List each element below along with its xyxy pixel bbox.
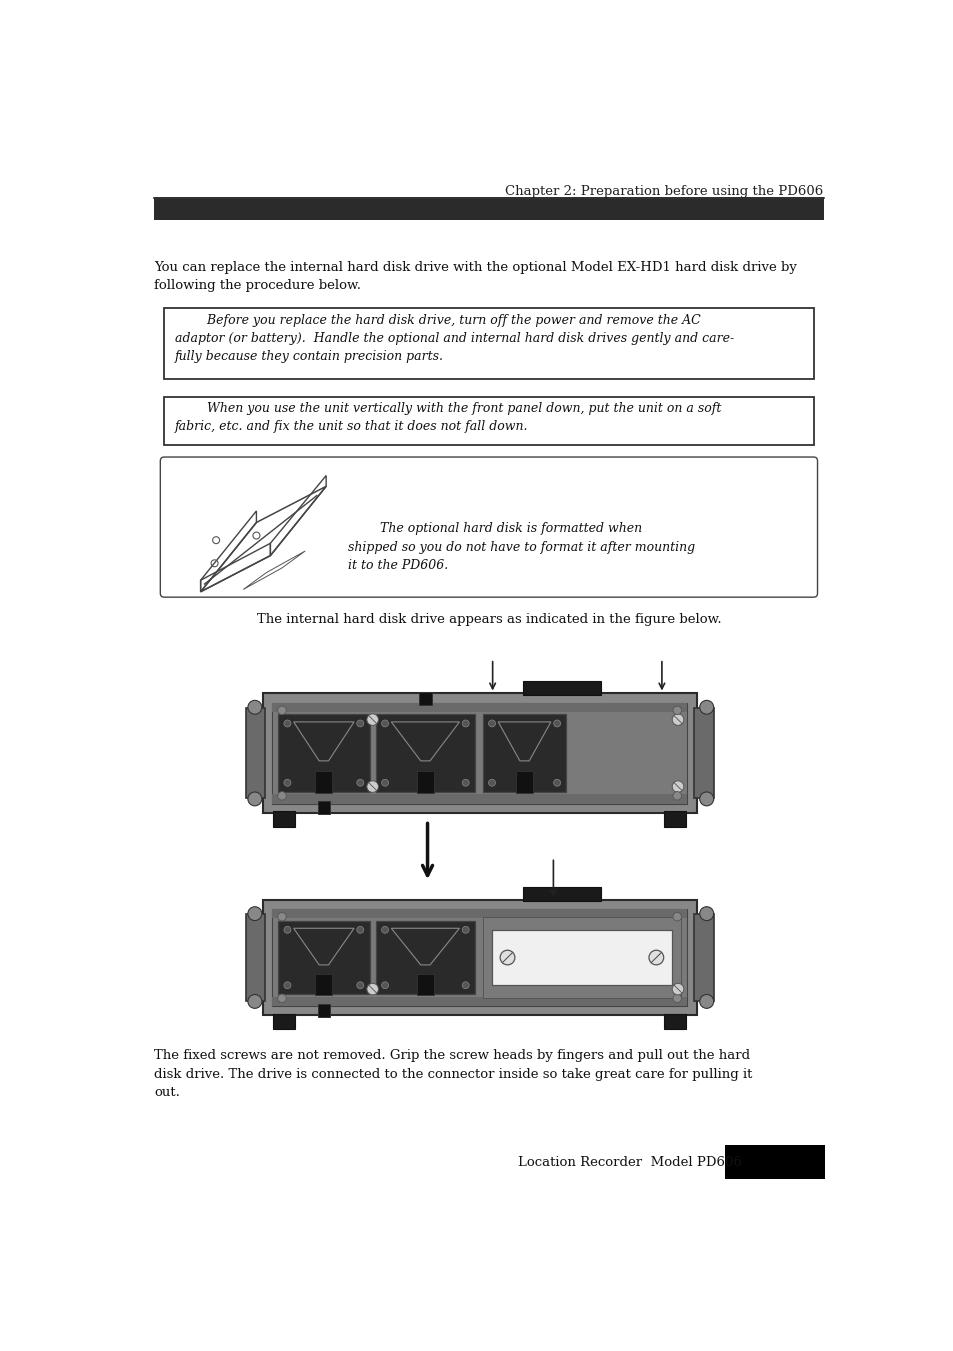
Bar (482, 715, 566, 792)
Bar (272, 997, 686, 1006)
Circle shape (699, 700, 713, 715)
Bar (522, 681, 600, 694)
Circle shape (277, 994, 286, 1002)
Bar (278, 920, 369, 994)
Text: Before you replace the hard disk drive, turn off the power and remove the AC
ada: Before you replace the hard disk drive, … (174, 313, 734, 363)
Bar (724, 1146, 823, 1179)
Bar (317, 801, 330, 815)
Bar (375, 920, 475, 994)
Circle shape (277, 912, 286, 921)
Circle shape (277, 792, 286, 800)
Circle shape (553, 720, 560, 727)
Bar (416, 771, 434, 793)
Circle shape (461, 927, 469, 934)
Circle shape (699, 907, 713, 920)
Bar (154, 197, 822, 220)
Text: The fixed screws are not removed. Grip the screw heads by fingers and pull out t: The fixed screws are not removed. Grip t… (154, 1050, 752, 1100)
Bar (317, 1004, 330, 1017)
Text: Location Recorder  Model PD606: Location Recorder Model PD606 (517, 1156, 741, 1169)
Circle shape (367, 713, 378, 725)
Bar (245, 913, 265, 1001)
Circle shape (488, 780, 495, 786)
Bar (272, 703, 686, 804)
Circle shape (248, 994, 261, 1008)
Circle shape (553, 780, 560, 786)
Circle shape (381, 982, 388, 989)
Bar (272, 909, 686, 919)
Bar (272, 703, 686, 712)
Circle shape (461, 720, 469, 727)
Bar (315, 974, 332, 996)
Circle shape (699, 994, 713, 1008)
Bar (272, 794, 686, 804)
Text: When you use the unit vertically with the front panel down, put the unit on a so: When you use the unit vertically with th… (174, 403, 720, 434)
Bar (694, 708, 713, 798)
Circle shape (699, 792, 713, 805)
Circle shape (672, 994, 680, 1002)
Circle shape (672, 781, 683, 793)
Bar (416, 974, 434, 996)
Bar (278, 715, 369, 792)
Circle shape (672, 912, 680, 921)
Bar (663, 1013, 685, 1029)
Circle shape (648, 950, 663, 965)
Circle shape (672, 984, 683, 994)
Bar (418, 692, 431, 705)
Circle shape (356, 720, 363, 727)
Bar (694, 913, 713, 1001)
Text: Chapter 2: Preparation before using the PD606: Chapter 2: Preparation before using the … (505, 185, 822, 199)
Bar (375, 715, 475, 792)
Circle shape (248, 907, 261, 920)
Circle shape (381, 720, 388, 727)
Circle shape (461, 982, 469, 989)
Circle shape (284, 780, 291, 786)
Circle shape (284, 720, 291, 727)
Bar (516, 771, 533, 793)
Text: The internal hard disk drive appears as indicated in the figure below.: The internal hard disk drive appears as … (256, 612, 720, 626)
FancyBboxPatch shape (160, 457, 817, 597)
Circle shape (461, 780, 469, 786)
Bar (315, 771, 332, 793)
Circle shape (356, 780, 363, 786)
Circle shape (284, 982, 291, 989)
Circle shape (672, 713, 683, 725)
Circle shape (381, 780, 388, 786)
Circle shape (277, 707, 286, 715)
Circle shape (672, 707, 680, 715)
Circle shape (488, 720, 495, 727)
FancyBboxPatch shape (164, 397, 813, 444)
Circle shape (367, 984, 378, 994)
Bar (245, 708, 265, 798)
Bar (274, 811, 294, 827)
Text: The optional hard disk is formatted when
shipped so you do not have to format it: The optional hard disk is formatted when… (348, 523, 695, 573)
Bar (482, 917, 680, 997)
Circle shape (367, 781, 378, 793)
Circle shape (499, 950, 515, 965)
Circle shape (356, 982, 363, 989)
Text: You can replace the internal hard disk drive with the optional Model EX-HD1 hard: You can replace the internal hard disk d… (154, 261, 796, 292)
Circle shape (381, 927, 388, 934)
Bar (522, 888, 600, 901)
FancyBboxPatch shape (164, 308, 813, 380)
Bar (663, 811, 685, 827)
Bar (272, 909, 686, 1006)
Bar (274, 1013, 294, 1029)
Bar (492, 929, 671, 985)
Circle shape (248, 792, 261, 805)
Bar (262, 900, 696, 1016)
Circle shape (284, 927, 291, 934)
Circle shape (672, 792, 680, 800)
Circle shape (248, 700, 261, 715)
Bar (262, 693, 696, 813)
Circle shape (356, 927, 363, 934)
